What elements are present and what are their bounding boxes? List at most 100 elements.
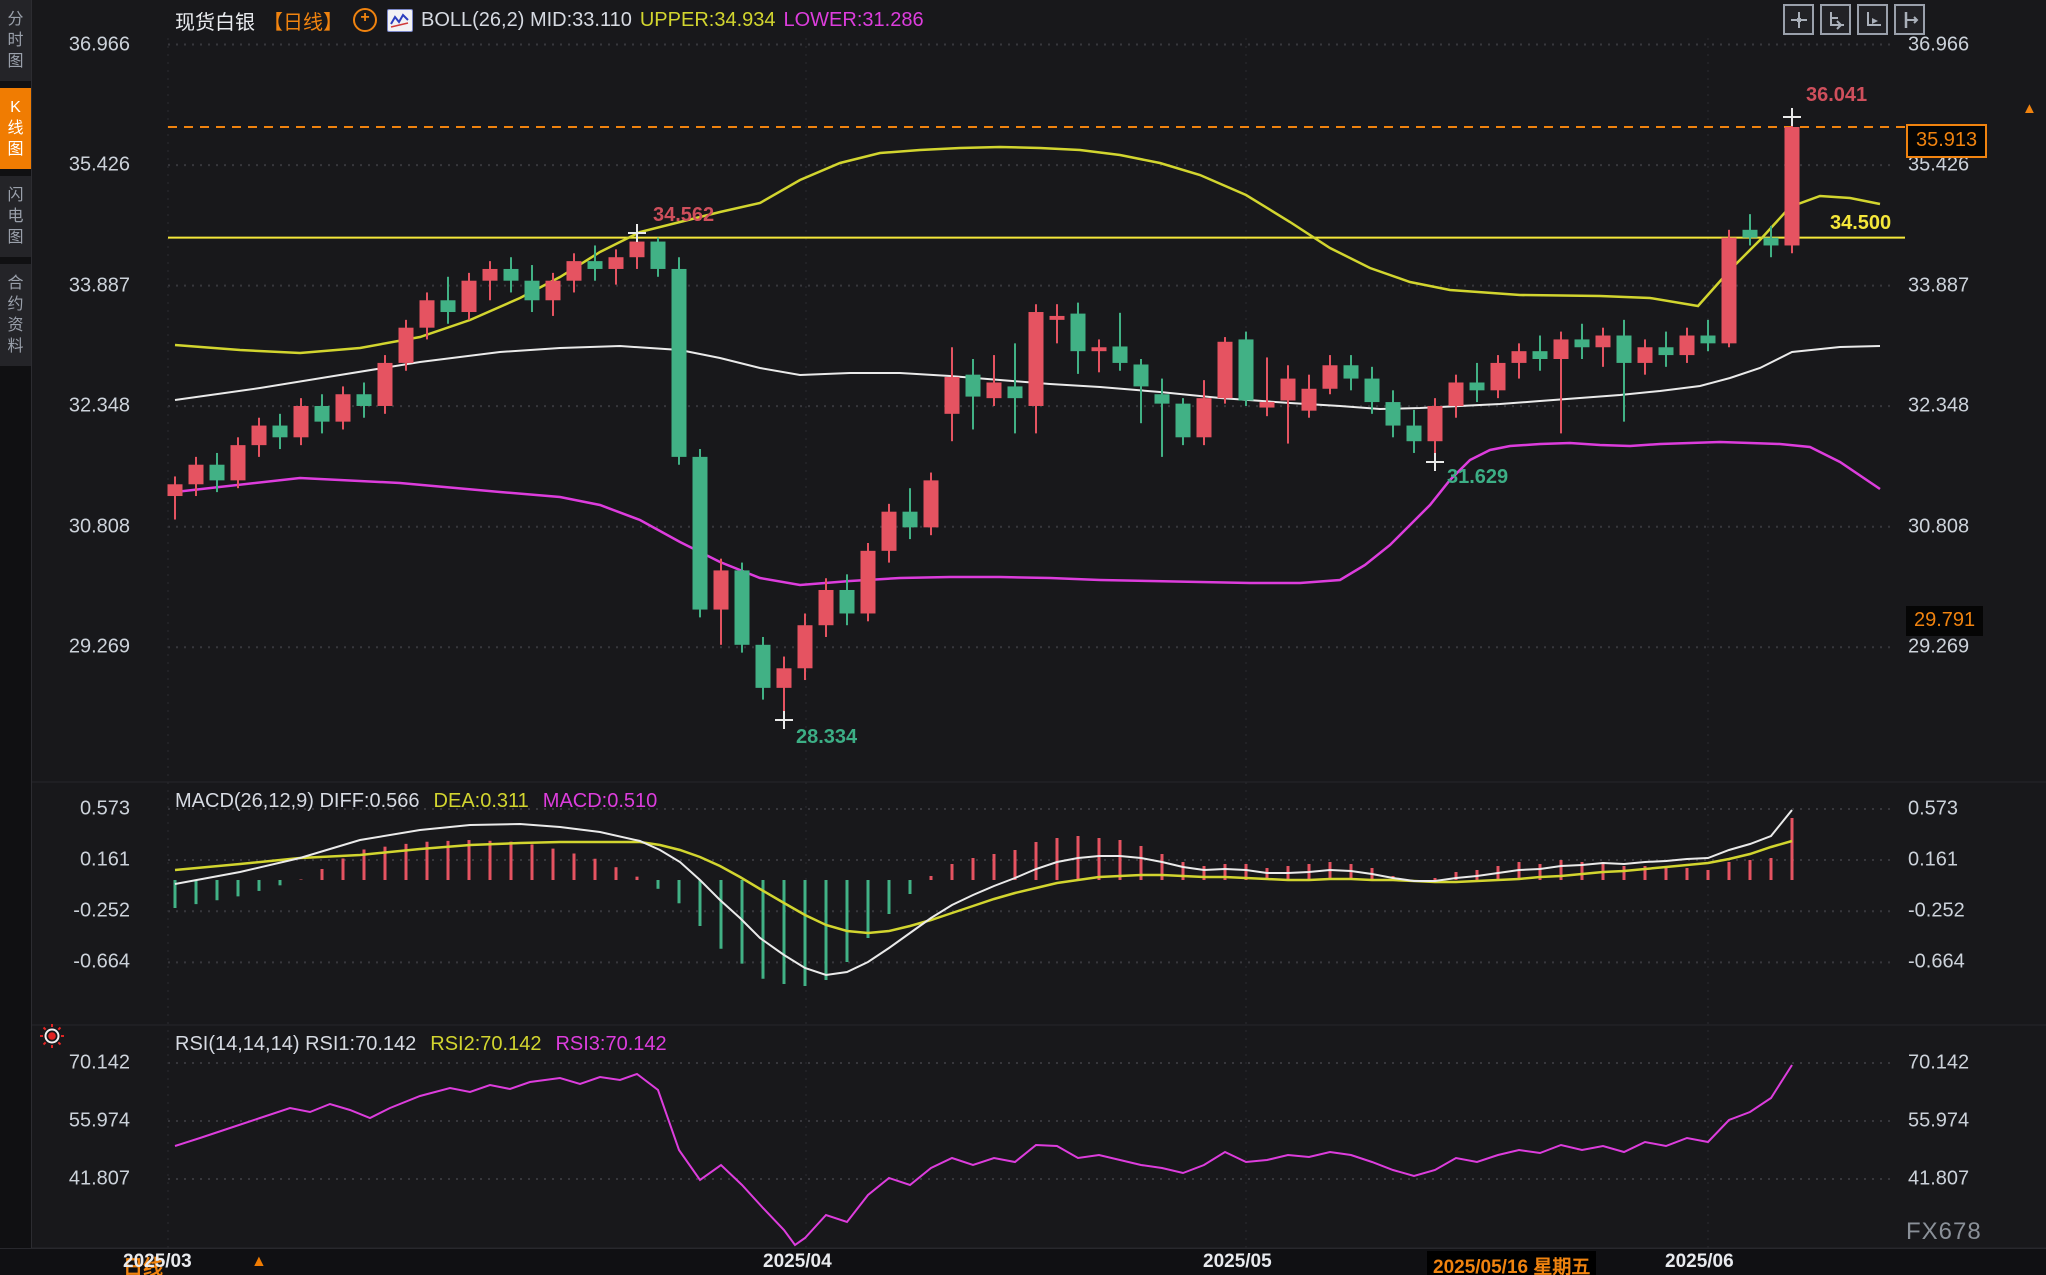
- sidebar-tab-分时图[interactable]: 分 时 图: [0, 0, 31, 81]
- boll-chart-icon[interactable]: [387, 8, 413, 32]
- candle-body[interactable]: [1742, 229, 1758, 238]
- sidebar-tab-闪电图[interactable]: 闪 电 图: [0, 176, 31, 257]
- candle-body[interactable]: [671, 268, 687, 457]
- axis-label-rsi: 55.974: [68, 1109, 130, 1132]
- candle-body[interactable]: [1616, 335, 1632, 363]
- candle-body[interactable]: [272, 425, 288, 438]
- candle-body[interactable]: [1532, 351, 1548, 360]
- axis-label-macd: -0.252: [1908, 899, 1965, 922]
- candle-body[interactable]: [881, 511, 897, 551]
- candle-body[interactable]: [1658, 347, 1674, 356]
- axis-scale-left-icon[interactable]: [1820, 4, 1851, 35]
- axis-scale-right-icon[interactable]: [1857, 4, 1888, 35]
- candle-body[interactable]: [314, 405, 330, 422]
- candle-body[interactable]: [1091, 347, 1107, 352]
- candle-body[interactable]: [1385, 402, 1401, 426]
- candle-body[interactable]: [1301, 388, 1317, 411]
- candle-body[interactable]: [692, 456, 708, 610]
- sidebar-tab-K线图[interactable]: K 线 图: [0, 88, 31, 169]
- candle-body[interactable]: [1112, 346, 1128, 363]
- sidebar-tab-合约资料[interactable]: 合 约 资 料: [0, 264, 31, 366]
- candle-body[interactable]: [1364, 378, 1380, 403]
- candle-body[interactable]: [1280, 378, 1296, 401]
- candle-body[interactable]: [167, 484, 183, 497]
- candle-body[interactable]: [1175, 403, 1191, 438]
- candle-body[interactable]: [377, 362, 393, 406]
- candle-body[interactable]: [1007, 386, 1023, 399]
- candle-body[interactable]: [1721, 237, 1737, 344]
- candle-body[interactable]: [1448, 382, 1464, 406]
- candle-body[interactable]: [1784, 127, 1800, 246]
- candle-body[interactable]: [1427, 405, 1443, 442]
- candle-body[interactable]: [1070, 313, 1086, 352]
- candle-body[interactable]: [839, 589, 855, 614]
- candle-body[interactable]: [1595, 335, 1611, 348]
- candle-body[interactable]: [1574, 339, 1590, 348]
- candle-body[interactable]: [398, 327, 414, 363]
- candle-body[interactable]: [797, 625, 813, 669]
- candle-body[interactable]: [1196, 398, 1212, 438]
- add-indicator-icon[interactable]: +: [353, 8, 377, 32]
- candle-body[interactable]: [566, 261, 582, 281]
- candle-body[interactable]: [1049, 315, 1065, 320]
- candle-body[interactable]: [1679, 335, 1695, 356]
- candle-body[interactable]: [755, 644, 771, 688]
- candle-body[interactable]: [335, 394, 351, 422]
- candle-body[interactable]: [440, 300, 456, 313]
- candle-body[interactable]: [1406, 425, 1422, 442]
- candle-body[interactable]: [461, 280, 477, 313]
- candle-body[interactable]: [1028, 312, 1044, 406]
- candle-body[interactable]: [251, 425, 267, 446]
- candle-body[interactable]: [650, 241, 666, 269]
- candle-body[interactable]: [713, 570, 729, 610]
- candle-body[interactable]: [1553, 339, 1569, 360]
- candle-body[interactable]: [1217, 341, 1233, 399]
- candle-body[interactable]: [1511, 351, 1527, 363]
- candle-body[interactable]: [1469, 382, 1485, 391]
- candle-body[interactable]: [734, 570, 750, 645]
- bottom-bar: [0, 1248, 2046, 1275]
- candle-body[interactable]: [1490, 362, 1506, 391]
- candle-body[interactable]: [965, 374, 981, 397]
- axis-label-macd: 0.573: [79, 797, 130, 820]
- candle-body[interactable]: [587, 261, 603, 269]
- candle-body[interactable]: [1238, 339, 1254, 401]
- candle-body[interactable]: [419, 300, 435, 328]
- alert-price-label: 34.500: [1830, 211, 1892, 234]
- candle-body[interactable]: [1259, 402, 1275, 408]
- candle-body[interactable]: [944, 377, 960, 414]
- candle-body[interactable]: [1133, 364, 1149, 387]
- pan-horizontal-icon[interactable]: [1894, 4, 1925, 35]
- candle-body[interactable]: [482, 268, 498, 281]
- candle-body[interactable]: [356, 394, 372, 406]
- candle-body[interactable]: [1154, 394, 1170, 404]
- candle-body[interactable]: [860, 550, 876, 614]
- candle-body[interactable]: [923, 480, 939, 528]
- candle-body[interactable]: [545, 280, 561, 301]
- candle-body[interactable]: [608, 257, 624, 269]
- watermark-logo: FX678: [1906, 1218, 1982, 1245]
- candle-body[interactable]: [776, 668, 792, 688]
- candle-body[interactable]: [503, 268, 519, 281]
- macd-diff-value: MACD(26,12,9) DIFF:0.566: [175, 790, 420, 812]
- candle-body[interactable]: [986, 382, 1002, 399]
- candle-body[interactable]: [818, 589, 834, 626]
- candle-body[interactable]: [188, 464, 204, 485]
- candle-body[interactable]: [209, 464, 225, 481]
- candle-body[interactable]: [1322, 365, 1338, 389]
- candle-body[interactable]: [902, 511, 918, 528]
- candle-body[interactable]: [293, 405, 309, 438]
- candle-body[interactable]: [1637, 347, 1653, 363]
- period-dropdown-arrow-icon[interactable]: ▲: [251, 1253, 267, 1270]
- candle-body[interactable]: [1763, 237, 1779, 246]
- candle-body[interactable]: [629, 241, 645, 258]
- chart-header: 现货白银 【日线】 + BOLL(26,2) MID:33.110 UPPER:…: [175, 6, 924, 34]
- candle-body[interactable]: [230, 445, 246, 481]
- boll-params: BOLL(26,2) MID:33.110: [421, 8, 632, 31]
- crosshair-move-icon[interactable]: [1783, 4, 1814, 35]
- candle-body[interactable]: [1343, 365, 1359, 379]
- candle-body[interactable]: [524, 280, 540, 301]
- bottom-period-label[interactable]: 日线: [123, 1257, 163, 1275]
- candle-body[interactable]: [1700, 335, 1716, 344]
